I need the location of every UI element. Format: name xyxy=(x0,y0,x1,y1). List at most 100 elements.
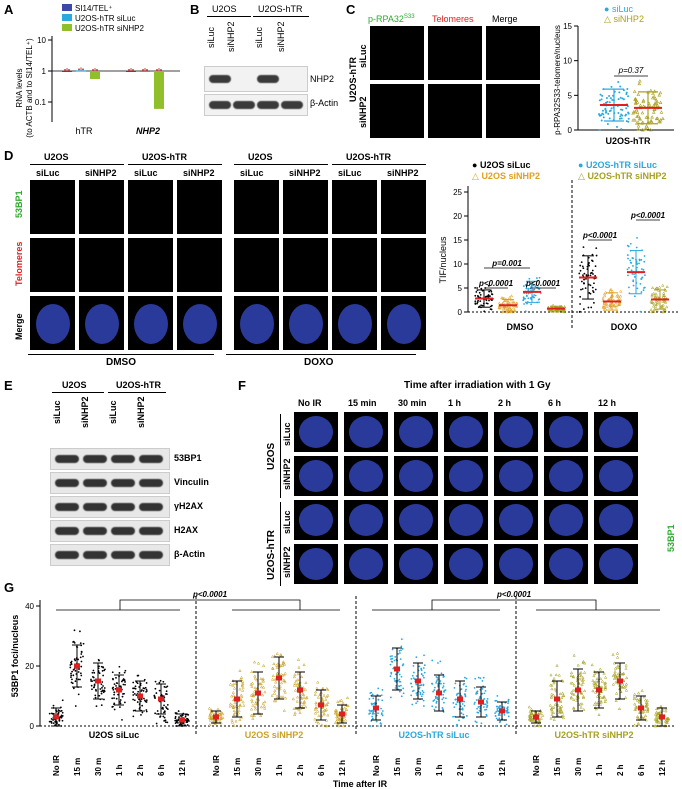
data-point xyxy=(304,696,308,700)
data-point xyxy=(324,697,328,701)
data-point xyxy=(422,667,425,669)
data-point xyxy=(273,677,277,681)
data-point xyxy=(536,722,541,726)
data-point xyxy=(272,691,277,695)
data-point xyxy=(635,705,639,709)
data-point xyxy=(61,711,64,714)
data-point xyxy=(659,110,664,114)
data-point xyxy=(477,711,480,714)
data-point xyxy=(432,700,435,702)
data-point xyxy=(581,675,585,679)
data-point xyxy=(212,718,216,722)
data-point xyxy=(299,701,304,705)
data-point xyxy=(381,689,384,691)
panel-label-b: B xyxy=(190,2,200,17)
data-point xyxy=(390,658,392,660)
micrograph xyxy=(394,500,438,540)
data-point xyxy=(580,683,584,687)
data-point xyxy=(549,695,554,699)
data-point xyxy=(615,655,620,659)
cell-line-divider xyxy=(128,164,222,165)
data-point xyxy=(622,685,627,689)
micrograph xyxy=(594,500,638,540)
data-point xyxy=(473,686,476,689)
data-point xyxy=(320,723,324,727)
data-point xyxy=(605,110,608,113)
micrograph xyxy=(344,500,388,540)
data-point xyxy=(456,701,459,703)
data-point xyxy=(371,693,374,696)
data-point xyxy=(554,673,558,677)
data-point xyxy=(121,679,124,682)
data-point xyxy=(477,299,480,302)
data-point xyxy=(232,682,236,686)
data-point xyxy=(313,711,318,715)
data-point xyxy=(595,684,600,688)
data-point xyxy=(112,678,114,681)
data-point xyxy=(636,721,640,725)
data-point xyxy=(115,685,117,687)
data-point xyxy=(572,683,576,687)
data-point xyxy=(464,695,467,698)
nucleus xyxy=(349,460,383,492)
data-point xyxy=(318,692,322,696)
data-point xyxy=(585,275,588,277)
data-point xyxy=(452,715,454,718)
data-point xyxy=(119,702,122,705)
data-point xyxy=(123,671,126,674)
data-point xyxy=(579,295,582,298)
data-point xyxy=(643,260,646,263)
data-point xyxy=(102,666,105,669)
data-point xyxy=(592,273,594,275)
data-point xyxy=(614,699,618,703)
data-point xyxy=(79,656,82,659)
data-point xyxy=(233,701,237,705)
data-point xyxy=(653,724,657,728)
data-point xyxy=(400,645,403,648)
data-point xyxy=(529,717,533,721)
data-point xyxy=(333,720,338,724)
micrograph xyxy=(283,180,328,234)
data-point xyxy=(389,696,392,699)
time-tick-label: No IR xyxy=(372,755,381,776)
data-point xyxy=(480,304,483,307)
data-point xyxy=(118,665,121,668)
data-point xyxy=(550,692,554,696)
data-point xyxy=(315,686,319,690)
data-point xyxy=(103,687,106,689)
row-label: 53BP1 xyxy=(14,190,24,218)
axis-tick-label: 5 xyxy=(458,284,463,293)
lane-label: siLuc xyxy=(338,168,362,178)
data-point xyxy=(423,654,425,657)
data-point xyxy=(145,682,148,684)
data-point xyxy=(569,695,573,699)
data-point xyxy=(529,707,534,711)
nucleus xyxy=(549,548,583,580)
data-point xyxy=(635,246,638,249)
data-point xyxy=(479,705,481,708)
data-point xyxy=(588,264,590,267)
micrograph xyxy=(544,412,588,452)
data-point xyxy=(475,721,478,724)
data-point xyxy=(394,687,397,689)
data-point xyxy=(216,707,220,711)
blot-band xyxy=(139,527,163,535)
data-point xyxy=(556,708,560,712)
data-point xyxy=(394,679,397,682)
data-point xyxy=(474,302,477,305)
data-point xyxy=(57,711,60,714)
mean-marker xyxy=(158,696,164,702)
condition-label: U2OS-hTR siLuc xyxy=(398,730,469,740)
data-point xyxy=(98,665,100,668)
data-point xyxy=(100,692,103,695)
data-point xyxy=(582,689,587,693)
nucleus xyxy=(449,460,483,492)
data-point xyxy=(617,707,622,710)
data-point xyxy=(434,706,437,708)
data-point xyxy=(582,267,585,270)
data-point xyxy=(390,660,393,663)
data-point xyxy=(263,700,267,704)
data-point xyxy=(145,701,148,703)
data-point xyxy=(486,295,489,298)
legend-marker: ● xyxy=(472,160,478,170)
